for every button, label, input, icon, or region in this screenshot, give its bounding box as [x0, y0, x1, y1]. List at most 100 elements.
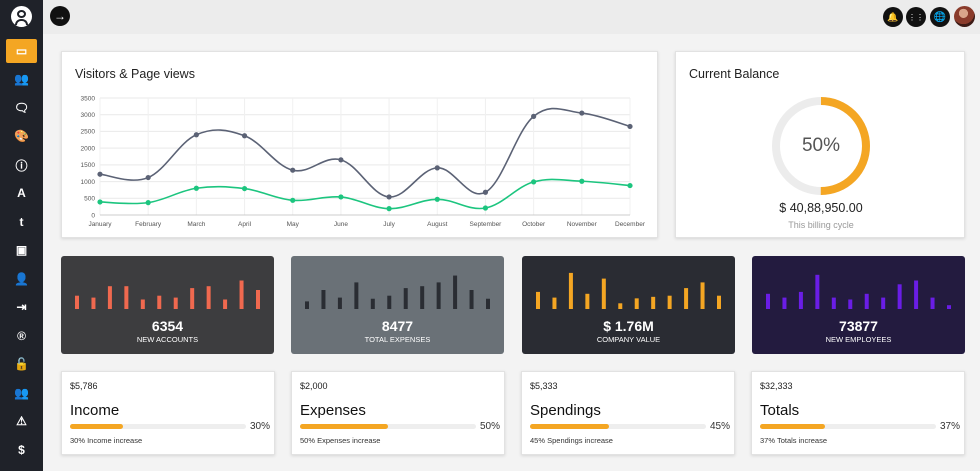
- sidebar-item-register[interactable]: ®: [6, 324, 37, 348]
- image-icon: ▣: [15, 243, 28, 257]
- stat-label: NEW ACCOUNTS: [136, 335, 199, 344]
- stat-bar: [848, 299, 853, 309]
- visitors-line-point[interactable]: [386, 194, 392, 200]
- sidebar-item-login[interactable]: ⇥: [6, 295, 37, 319]
- stat-bar: [585, 293, 590, 309]
- stat-bar: [815, 274, 820, 309]
- x-tick-label: September: [470, 221, 503, 228]
- stat-bar: [536, 291, 540, 309]
- x-tick-label: November: [567, 221, 598, 228]
- sidebar-item-dashboard[interactable]: ▭: [6, 39, 37, 63]
- sidebar-item-palette[interactable]: 🎨: [6, 124, 37, 148]
- progress-track: [300, 424, 476, 429]
- stat-bar: [453, 275, 458, 309]
- x-tick-label: June: [334, 221, 348, 228]
- warning-icon: ⚠: [16, 414, 27, 428]
- y-tick-label: 0: [91, 212, 95, 219]
- language-button[interactable]: 🌐: [930, 7, 950, 27]
- balance-card: Current Balance 50% $ 40,88,950.00 This …: [675, 51, 965, 238]
- sidebar-item-user-settings[interactable]: 👥: [6, 381, 37, 405]
- visitors-line-point[interactable]: [579, 110, 585, 116]
- stat-bar: [223, 299, 228, 309]
- stat-bar: [914, 280, 919, 309]
- sidebar-item-profile[interactable]: 👤: [6, 267, 37, 291]
- stat-label: NEW EMPLOYEES: [825, 335, 892, 344]
- dollar-icon: $: [18, 443, 25, 457]
- sidebar-item-tumblr[interactable]: t: [6, 210, 37, 234]
- notifications-button[interactable]: 🔔: [883, 7, 903, 27]
- sidebar-item-warning[interactable]: ⚠: [6, 409, 37, 433]
- sidebar-item-comments[interactable]: 🗨: [6, 96, 37, 120]
- y-tick-label: 2000: [81, 145, 96, 152]
- visitors-line-point[interactable]: [338, 157, 344, 163]
- tumblr-icon: t: [19, 215, 24, 229]
- x-tick-label: July: [383, 221, 395, 228]
- pageviews-line-point[interactable]: [97, 199, 103, 205]
- sidebar-item-pricing[interactable]: $: [6, 438, 37, 462]
- pageviews-line-point[interactable]: [338, 194, 344, 200]
- user-avatar[interactable]: [954, 6, 975, 27]
- summary-percent: 50%: [479, 421, 500, 432]
- visitors-line-point[interactable]: [531, 113, 537, 119]
- stat-bar: [717, 295, 721, 309]
- x-tick-label: February: [135, 221, 162, 228]
- progress-fill: [530, 424, 610, 429]
- x-tick-label: April: [238, 221, 252, 228]
- arrow-right-icon: →: [54, 9, 66, 23]
- stat-card-new-employees: 73877 NEW EMPLOYEES: [752, 256, 965, 354]
- font-icon: A: [17, 186, 26, 200]
- sidebar-item-info[interactable]: ⓘ: [6, 153, 37, 177]
- visitors-line-point[interactable]: [482, 189, 489, 195]
- summary-note: 30% Income increase: [70, 436, 143, 445]
- sidebar-item-unlock[interactable]: 🔓: [6, 352, 37, 376]
- visitors-line-chart: 0 500 1000 1500 2000 2500 3000 3500 January Febru…: [81, 95, 646, 228]
- y-tick-label: 3500: [81, 95, 96, 102]
- summary-amount: $32,333: [760, 381, 793, 391]
- pageviews-line-point[interactable]: [193, 185, 199, 191]
- stat-bar: [897, 284, 902, 309]
- summary-amount: $5,333: [530, 381, 558, 391]
- progress-track: [530, 424, 706, 429]
- pageviews-line-point[interactable]: [145, 200, 151, 206]
- apps-button[interactable]: ⋮⋮: [906, 7, 926, 27]
- pageviews-line-point[interactable]: [579, 178, 585, 184]
- visitors-line-point[interactable]: [241, 133, 248, 139]
- sidebar-item-users[interactable]: 👥: [6, 67, 37, 91]
- sidebar-item-images[interactable]: ▣: [6, 238, 37, 262]
- pageviews-line-point[interactable]: [434, 196, 440, 202]
- visitors-line-point[interactable]: [145, 174, 151, 181]
- stat-bar: [486, 298, 490, 309]
- visitors-line-point[interactable]: [627, 123, 633, 130]
- pageviews-line-point[interactable]: [241, 185, 248, 192]
- visitors-line-point[interactable]: [434, 165, 440, 171]
- pageviews-line-point[interactable]: [482, 205, 489, 211]
- pageviews-line-point[interactable]: [627, 182, 633, 189]
- stat-bar: [601, 278, 606, 309]
- bell-icon: 🔔: [887, 11, 899, 22]
- stat-card-company-value: $ 1.76M COMPANY VALUE: [522, 256, 735, 354]
- summary-percent: 30%: [249, 421, 270, 432]
- stat-bar: [700, 282, 705, 309]
- sidebar-item-typography[interactable]: A: [6, 181, 37, 205]
- stat-bar: [337, 297, 342, 309]
- visitors-line-point[interactable]: [290, 167, 296, 173]
- stat-bar: [140, 299, 145, 309]
- stat-bar: [157, 295, 162, 309]
- visitors-line-point[interactable]: [97, 171, 103, 177]
- stat-bar: [881, 297, 886, 309]
- visitors-line-point[interactable]: [193, 132, 199, 138]
- stat-value: $ 1.76M: [603, 318, 654, 334]
- pageviews-line: [99, 178, 631, 210]
- pageviews-line-point[interactable]: [386, 206, 392, 212]
- stat-bar: [798, 291, 803, 309]
- sidebar-toggle-button[interactable]: →: [50, 6, 70, 26]
- pageviews-line-point[interactable]: [290, 197, 296, 203]
- stat-bar: [190, 288, 195, 309]
- stat-bar-chart: [305, 275, 490, 309]
- stat-bar: [321, 290, 326, 309]
- stat-value: 8477: [381, 318, 414, 334]
- app-logo-icon[interactable]: [11, 6, 32, 27]
- pageviews-line-point[interactable]: [531, 179, 537, 185]
- summary-amount: $2,000: [300, 381, 328, 391]
- y-tick-label: 1500: [81, 162, 96, 169]
